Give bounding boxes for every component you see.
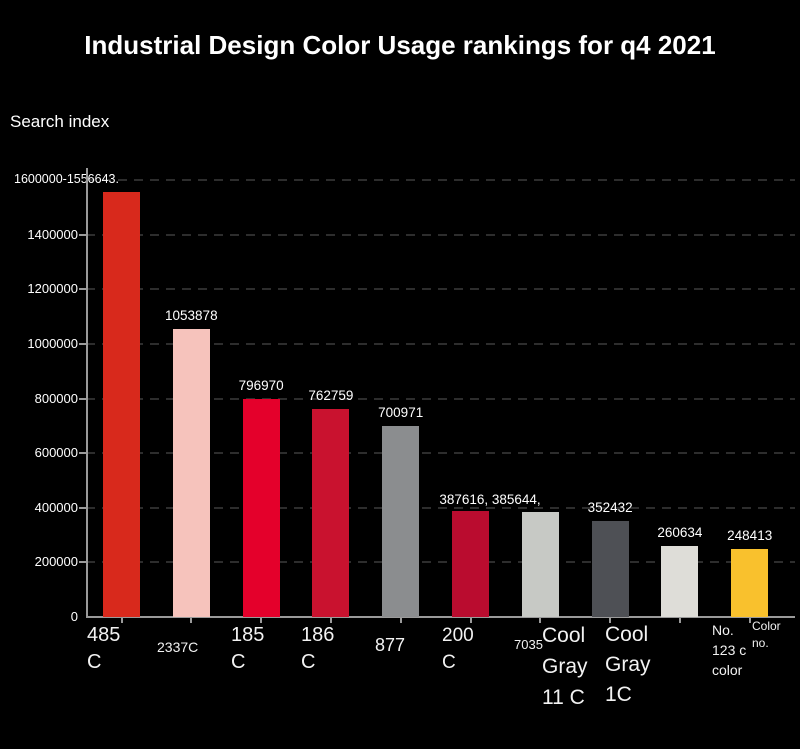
y-gridline <box>86 397 795 400</box>
x-axis-label-line: 7035 <box>514 637 543 652</box>
bar-cool-gray-1c <box>591 520 629 617</box>
x-tick-mark <box>399 618 402 623</box>
x-axis-label-line: Gray <box>605 653 651 676</box>
y-axis-top-merged-label: 1600000-1556643. <box>14 172 119 186</box>
x-axis-label: Cool Gray 1C <box>605 620 651 710</box>
y-tick-label: 400000 <box>34 499 78 515</box>
y-tick-mark <box>79 342 86 345</box>
x-axis-label-line: C <box>442 652 456 673</box>
x-tick-mark <box>609 618 612 623</box>
bar-200-c <box>452 511 489 617</box>
bar-186-c <box>312 408 350 617</box>
x-tick-mark <box>748 618 751 623</box>
x-tick-mark <box>190 618 193 623</box>
x-axis-label-line: 11 C <box>542 686 585 709</box>
x-axis-label-line: 185 <box>231 624 265 646</box>
y-tick-mark <box>79 397 86 400</box>
bar-877 <box>382 425 420 617</box>
bar-2337c <box>172 329 210 617</box>
y-axis-title: Search index <box>10 112 110 131</box>
bar-value-label: 796970 <box>238 378 284 394</box>
bar-value-label: 248413 <box>727 528 773 544</box>
x-axis-label: 2337C <box>157 638 198 656</box>
y-tick-mark <box>79 561 86 564</box>
y-tick-label: 0 <box>70 609 78 624</box>
bar-color-no- <box>731 549 769 617</box>
x-axis-label: Color no. <box>752 618 781 652</box>
bar-value-label-shared: 387616, 385644, <box>439 492 541 507</box>
x-tick-mark <box>329 618 332 623</box>
y-tick-mark <box>79 233 86 236</box>
x-axis-label: Cool Gray 11 C <box>542 620 588 713</box>
x-tick-mark <box>469 618 472 623</box>
y-gridline <box>86 506 795 509</box>
bar-no-123-c-color <box>661 545 699 617</box>
y-tick-mark <box>79 506 86 509</box>
y-gridline <box>86 233 795 236</box>
x-axis-label: No. 123 c color <box>712 620 746 680</box>
x-axis-label-line: no. <box>752 636 769 650</box>
x-axis-label-line: C <box>301 651 316 673</box>
y-gridline <box>86 452 795 455</box>
x-axis-label-line: Gray <box>542 655 588 678</box>
bar-value-label: 700971 <box>378 404 424 420</box>
y-tick-label: 1200000 <box>27 281 78 297</box>
x-axis-label-line: color <box>712 662 743 678</box>
x-axis-label-line: 2337C <box>157 639 199 655</box>
x-axis-label: 185 C <box>231 622 264 676</box>
x-tick-mark <box>120 618 123 623</box>
x-axis-line <box>86 616 795 618</box>
x-axis-label: 485 C <box>87 622 120 676</box>
x-axis-label-line: 485 <box>87 624 121 646</box>
y-gridline <box>86 288 795 291</box>
y-tick-label: 200000 <box>34 554 78 570</box>
x-axis-label-line: C <box>231 651 246 673</box>
bar-7035-cool-gray-11-c <box>521 511 559 617</box>
y-tick-label: 1400000 <box>27 226 78 242</box>
x-axis-label-line: 186 <box>301 624 335 646</box>
y-tick-label: 1000000 <box>27 335 78 351</box>
x-axis-label: 7035 <box>514 637 543 653</box>
y-tick-label: 600000 <box>34 445 78 461</box>
bar-value-label: 260634 <box>657 524 703 540</box>
y-axis-line <box>86 168 88 618</box>
x-axis-label-line: 1C <box>605 683 632 706</box>
bar-485-c <box>103 191 140 617</box>
x-tick-mark <box>678 618 681 623</box>
y-gridline <box>86 342 795 345</box>
x-axis-label-line: Color <box>752 619 781 633</box>
x-axis-label-line: 877 <box>375 635 406 655</box>
x-axis-label-line: 200 <box>442 625 474 646</box>
x-axis-label-line: No. <box>712 622 734 638</box>
bar-value-label: 352432 <box>587 499 633 515</box>
bar-value-label: 1053878 <box>165 308 218 324</box>
x-axis-label: 200 C <box>442 622 474 676</box>
x-axis-label: 877 <box>375 634 405 656</box>
y-tick-mark <box>79 288 86 291</box>
y-tick-label: 800000 <box>34 390 78 406</box>
chart-title: Industrial Design Color Usage rankings f… <box>84 30 716 60</box>
x-axis-label-line: C <box>87 651 102 673</box>
y-gridline-top <box>86 179 795 181</box>
bar-value-label: 762759 <box>308 387 354 403</box>
x-axis-label: 186 C <box>301 622 334 676</box>
x-axis-label-line: Cool <box>605 623 649 646</box>
bar-185-c <box>242 399 280 617</box>
x-axis-label-line: 123 c <box>712 642 747 658</box>
y-tick-mark <box>79 452 86 455</box>
x-tick-mark <box>539 618 542 623</box>
x-axis-label-line: Cool <box>542 624 586 647</box>
y-gridline <box>86 561 795 564</box>
x-tick-mark <box>260 618 263 623</box>
